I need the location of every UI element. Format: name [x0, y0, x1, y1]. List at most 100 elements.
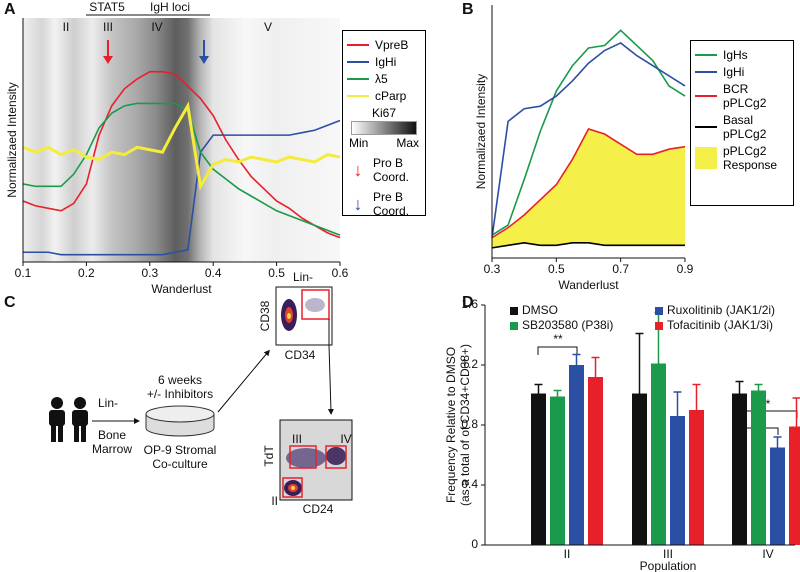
bracket-label: IgH loci	[150, 0, 190, 14]
colorbar-ticks: Min Max	[347, 136, 421, 150]
legend-item: BCR pPLCg2	[695, 82, 789, 110]
x-tick-label: 0.4	[205, 266, 222, 280]
y-axis-label: Frequency Relative to DMSO	[444, 347, 458, 503]
x-tick-label: II	[564, 547, 571, 561]
legend-label: cParp	[375, 89, 407, 103]
x-tick-label: 0.1	[15, 266, 32, 280]
gate	[289, 445, 317, 469]
series-line	[22, 70, 341, 239]
legend-swatch	[695, 147, 717, 169]
coordinate-arrow	[199, 56, 209, 64]
legend-label: SB203580 (P38i)	[522, 318, 613, 332]
y-axis-label: (as a total of of CD34+CD38+)	[458, 344, 472, 506]
legend-arrow: ↓	[353, 194, 363, 214]
label: Lin-	[98, 396, 118, 410]
colorbar-max: Max	[396, 136, 419, 150]
colorbar-label: Ki67	[371, 106, 397, 120]
legend-swatch	[510, 322, 518, 330]
region-label: III	[103, 20, 113, 34]
legend-label: Basal pPLCg2	[723, 113, 767, 141]
flow-cloud	[291, 486, 295, 490]
legend-swatch	[347, 61, 369, 63]
panel-label: D	[462, 294, 474, 311]
people-icon	[49, 397, 88, 442]
x-tick-label: 0.5	[548, 262, 565, 276]
x-axis-label: Wanderlust	[558, 278, 619, 292]
legend-swatch	[510, 307, 518, 315]
bar	[588, 377, 603, 545]
colorbar	[351, 121, 417, 135]
legend-label: Ruxolitinib (JAK1/2i)	[667, 303, 775, 317]
gate	[301, 289, 330, 320]
x-tick-label: 0.3	[484, 262, 501, 276]
legend-item: IgHi	[347, 55, 421, 69]
legend-label: Tofacitinib (JAK1/3i)	[667, 318, 773, 332]
legend-item: pPLCg2 Response	[695, 144, 789, 172]
flow-cloud	[287, 313, 291, 319]
series-line	[491, 42, 686, 238]
legend-swatch	[655, 307, 663, 315]
legend-item: ↓ Pro B Coord.	[347, 156, 421, 184]
x-tick-label: 0.7	[612, 262, 629, 276]
legend-item: Basal pPLCg2	[695, 113, 789, 141]
region-label: V	[264, 20, 272, 34]
flow-cloud	[326, 447, 346, 465]
bar	[689, 410, 704, 545]
legend-label: pPLCg2 Response	[723, 144, 778, 172]
series-line	[22, 101, 341, 191]
x-tick-label: 0.6	[332, 266, 349, 280]
culture-dish	[145, 405, 215, 437]
series-line	[491, 29, 686, 236]
x-tick-label: 0.5	[268, 266, 285, 280]
label: Marrow	[92, 442, 132, 456]
legend-item: IgHs	[695, 48, 789, 62]
legend-label: DMSO	[522, 303, 558, 317]
bar	[789, 426, 800, 545]
legend-swatch	[347, 44, 369, 46]
region-label: IV	[151, 20, 162, 34]
significance-bracket	[740, 410, 798, 418]
y-axis-label: Normalizaed Intensity	[5, 82, 19, 197]
y-axis-label: Normalizaed Intensity	[474, 74, 488, 189]
legend-swatch	[695, 54, 717, 56]
legend-label: VpreB	[375, 38, 409, 52]
legend-swatch	[347, 78, 369, 80]
label: +/- Inhibitors	[147, 387, 213, 401]
ki67-background	[23, 18, 340, 262]
axis-label: CD24	[303, 502, 334, 516]
legend-label: IgHi	[723, 65, 745, 79]
legend-swatch	[695, 71, 717, 73]
bar	[770, 447, 785, 545]
legend-item: cParp	[347, 89, 421, 103]
significance: **	[553, 332, 563, 346]
y-tick-label: 0.8	[461, 417, 478, 431]
x-axis-label: Population	[640, 559, 697, 572]
axis-label: CD38	[258, 300, 272, 331]
panel-label: C	[4, 294, 16, 311]
gate-label: II	[271, 494, 278, 508]
bar	[550, 396, 565, 545]
legend-swatch	[695, 126, 717, 128]
label: OP-9 Stromal	[144, 443, 217, 457]
legend-item: ↓ Pre B Coord.	[347, 190, 421, 218]
label: Bone	[98, 428, 126, 442]
y-tick-label: 1.6	[461, 297, 478, 311]
legend: IgHs IgHi BCR pPLCg2 Basal pPLCg2 pPLCg2 Res…	[690, 40, 794, 206]
series-line	[22, 102, 341, 236]
arrow	[327, 319, 334, 415]
legend-item: VpreB	[347, 38, 421, 52]
bar	[632, 393, 647, 545]
series-line	[491, 242, 685, 249]
flow-cloud	[286, 448, 326, 468]
bar	[732, 393, 747, 545]
label: Co-culture	[152, 457, 208, 471]
series-line	[491, 128, 686, 239]
label: Lin-	[293, 270, 313, 284]
bar	[651, 363, 666, 545]
legend-swatch	[695, 95, 717, 97]
legend-label: Pro B Coord.	[373, 156, 410, 184]
x-axis-label: Wanderlust	[151, 282, 212, 296]
y-tick-label: 1.2	[461, 357, 478, 371]
legend-item: IgHi	[695, 65, 789, 79]
